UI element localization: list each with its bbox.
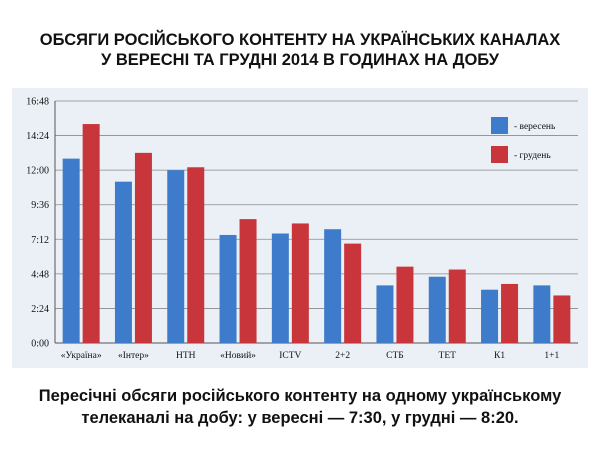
legend-label: - вересень	[514, 122, 556, 132]
y-tick-label: 7:12	[31, 235, 49, 246]
bar-september	[62, 158, 80, 343]
bar-september	[219, 234, 237, 343]
bar-september	[481, 289, 499, 343]
x-tick-label: 1+1	[544, 351, 559, 361]
bar-december	[396, 266, 414, 343]
bar-december	[291, 223, 309, 343]
bar-september	[428, 276, 446, 343]
legend-label: - грудень	[514, 151, 551, 161]
x-tick-label: «Новий»	[220, 350, 256, 361]
x-tick-label: 2+2	[335, 351, 350, 361]
bar-december	[239, 219, 257, 343]
chart-footnote: Пересічні обсяги російського контенту на…	[0, 385, 600, 429]
y-tick-label: 9:36	[31, 200, 49, 211]
x-tick-label: К1	[494, 351, 505, 361]
y-tick-label: 16:48	[26, 97, 49, 108]
footnote-line2: телеканалі на добу: у вересні — 7:30, у …	[81, 409, 519, 427]
y-tick-label: 0:00	[31, 339, 49, 350]
x-tick-label: «Україна»	[61, 351, 102, 361]
y-tick-label: 12:00	[26, 166, 49, 177]
x-tick-label: НТН	[176, 351, 196, 361]
bar-december	[448, 269, 466, 343]
legend-swatch-september	[491, 117, 508, 134]
bar-september	[324, 229, 342, 343]
bar-december	[134, 152, 152, 343]
y-tick-label: 14:24	[26, 131, 49, 142]
x-tick-label: ICTV	[279, 351, 301, 361]
chart-title-line1: ОБСЯГИ РОСІЙСЬКОГО КОНТЕНТУ НА УКРАЇНСЬК…	[39, 31, 561, 49]
x-tick-label: СТБ	[386, 351, 404, 361]
bar-september	[114, 181, 132, 343]
x-tick-label: ТЕТ	[439, 351, 457, 361]
bar-september	[271, 233, 289, 343]
bar-september	[167, 170, 185, 343]
bar-chart: 0:00 2:24 4:48 7:12 9:36 12:00 14:24 16:48 «Укра…	[26, 97, 578, 361]
chart-title-line2: У ВЕРЕСНІ ТА ГРУДНІ 2014 В ГОДИНАХ НА ДО…	[100, 51, 500, 69]
footnote-line1: Пересічні обсяги російського контенту на…	[38, 387, 562, 405]
bar-december	[553, 295, 571, 343]
x-tick-label: «Інтер»	[118, 351, 149, 361]
bar-september	[376, 285, 394, 343]
y-tick-label: 2:24	[31, 304, 49, 315]
bar-december	[501, 283, 519, 343]
legend-swatch-december	[491, 146, 508, 163]
y-tick-label: 4:48	[31, 269, 49, 280]
bar-december	[344, 243, 362, 343]
chart-title: ОБСЯГИ РОСІЙСЬКОГО КОНТЕНТУ НА УКРАЇНСЬК…	[0, 30, 600, 70]
bar-september	[533, 285, 551, 343]
bar-december	[82, 124, 100, 343]
bar-december	[187, 167, 205, 343]
